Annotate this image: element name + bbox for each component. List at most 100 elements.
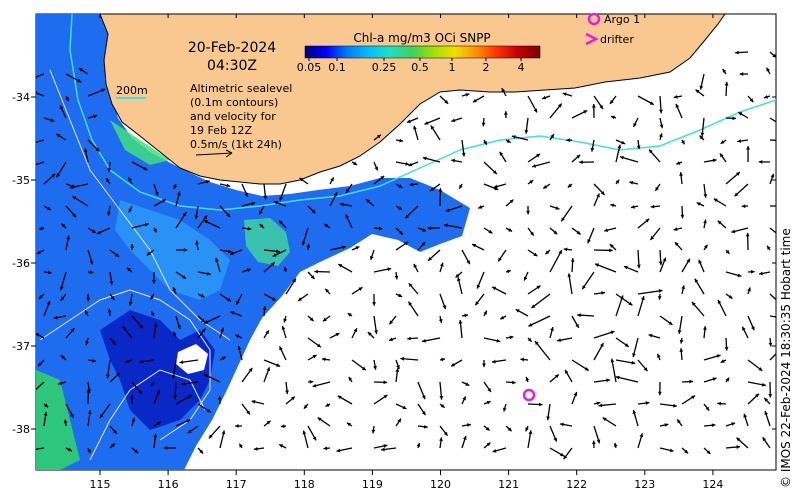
velocity-arrow — [636, 139, 641, 150]
velocity-arrow — [594, 263, 617, 273]
velocity-arrow — [297, 293, 309, 302]
velocity-arrow — [717, 299, 727, 317]
velocity-arrow — [229, 249, 243, 256]
velocity-arrow — [571, 315, 580, 329]
velocity-arrow — [406, 117, 419, 124]
velocity-arrow — [615, 295, 624, 317]
velocity-arrow — [659, 95, 663, 114]
velocity-arrow — [632, 117, 639, 128]
x-tick-label: 116 — [158, 478, 179, 491]
velocity-arrow — [395, 138, 404, 143]
velocity-arrow — [424, 117, 441, 125]
velocity-arrow — [124, 359, 133, 364]
velocity-arrow — [197, 447, 204, 454]
velocity-arrow — [571, 227, 582, 235]
velocity-arrow — [65, 235, 70, 251]
velocity-arrow — [610, 358, 617, 383]
velocity-arrow — [483, 139, 488, 146]
velocity-arrow — [43, 403, 49, 408]
colorbar-tick-label: 0.1 — [328, 61, 346, 74]
velocity-arrow — [87, 358, 96, 363]
colorbar-tick-label: 0.5 — [411, 61, 429, 74]
velocity-arrow — [681, 258, 691, 273]
velocity-arrow — [408, 161, 419, 167]
velocity-arrow — [549, 249, 563, 273]
velocity-arrow — [762, 436, 771, 449]
y-tick-label: -38 — [12, 423, 30, 436]
velocity-arrow — [483, 381, 492, 393]
velocity-arrow — [445, 205, 463, 213]
velocity-arrow — [278, 346, 287, 361]
velocity-arrow — [637, 433, 644, 449]
chlorophyll-deep-blue — [100, 310, 215, 430]
velocity-arrow — [427, 226, 441, 231]
velocity-arrow — [577, 313, 595, 318]
velocity-arrow — [696, 202, 705, 207]
velocity-arrow — [153, 183, 159, 196]
velocity-arrow — [615, 139, 626, 145]
velocity-arrow — [272, 249, 287, 257]
velocity-arrow — [150, 311, 155, 317]
velocity-arrow — [717, 401, 727, 406]
land-mass — [99, 14, 726, 185]
x-tick-label: 123 — [634, 478, 655, 491]
velocity-arrow — [659, 133, 663, 141]
velocity-arrow — [312, 381, 331, 388]
velocity-arrow — [703, 244, 708, 251]
velocity-arrow — [461, 139, 466, 157]
velocity-arrow — [109, 271, 114, 285]
map-content — [36, 14, 776, 470]
velocity-arrow — [579, 160, 595, 165]
velocity-arrow — [461, 396, 467, 405]
velocity-arrow — [131, 161, 148, 171]
velocity-arrow — [602, 417, 617, 427]
velocity-arrow — [36, 161, 45, 166]
velocity-arrow — [38, 293, 45, 300]
velocity-arrow — [109, 337, 117, 346]
velocity-arrow — [758, 159, 771, 164]
velocity-arrow — [557, 337, 573, 343]
velocity-arrow — [60, 223, 67, 229]
velocity-arrow — [263, 420, 271, 427]
velocity-arrow — [610, 203, 617, 208]
velocity-arrow — [593, 183, 606, 196]
velocity-arrow — [703, 183, 708, 198]
velocity-arrow — [491, 359, 507, 364]
velocity-arrow — [301, 227, 309, 246]
colorbar-title: Chl-a mg/m3 OCi SNPP — [353, 31, 490, 45]
velocity-arrow — [380, 447, 397, 452]
velocity-arrow — [703, 377, 717, 383]
velocity-arrow — [307, 425, 317, 441]
velocity-arrow — [677, 315, 683, 334]
velocity-arrow — [769, 51, 776, 59]
velocity-arrow — [109, 293, 115, 301]
velocity-arrow — [87, 114, 98, 119]
velocity-arrow — [499, 151, 507, 163]
velocity-arrow — [699, 73, 705, 90]
velocity-arrow — [395, 205, 403, 211]
velocity-arrow — [725, 293, 733, 300]
y-tick-label: -37 — [12, 340, 30, 353]
velocity-arrow — [373, 175, 385, 185]
sealevel-note-line: Altimetric sealevel — [190, 82, 292, 95]
velocity-arrow — [373, 444, 388, 449]
velocity-arrow — [208, 425, 221, 439]
velocity-arrow — [109, 249, 120, 258]
velocity-arrow — [128, 205, 133, 213]
velocity-arrow — [439, 403, 446, 409]
velocity-arrow — [280, 424, 287, 429]
velocity-arrow — [549, 227, 558, 235]
velocity-arrow — [131, 222, 149, 229]
velocity-arrow — [654, 183, 661, 192]
velocity-arrow — [43, 300, 51, 317]
velocity-arrow — [659, 257, 667, 273]
velocity-arrow — [615, 293, 633, 306]
velocity-arrow — [593, 95, 604, 110]
velocity-arrow — [128, 293, 133, 306]
velocity-arrow — [725, 445, 741, 449]
velocity-arrow — [483, 227, 493, 234]
velocity-arrow — [650, 204, 661, 209]
velocity-arrow — [395, 368, 400, 383]
velocity-arrow — [307, 271, 316, 280]
velocity-arrow — [724, 81, 729, 97]
